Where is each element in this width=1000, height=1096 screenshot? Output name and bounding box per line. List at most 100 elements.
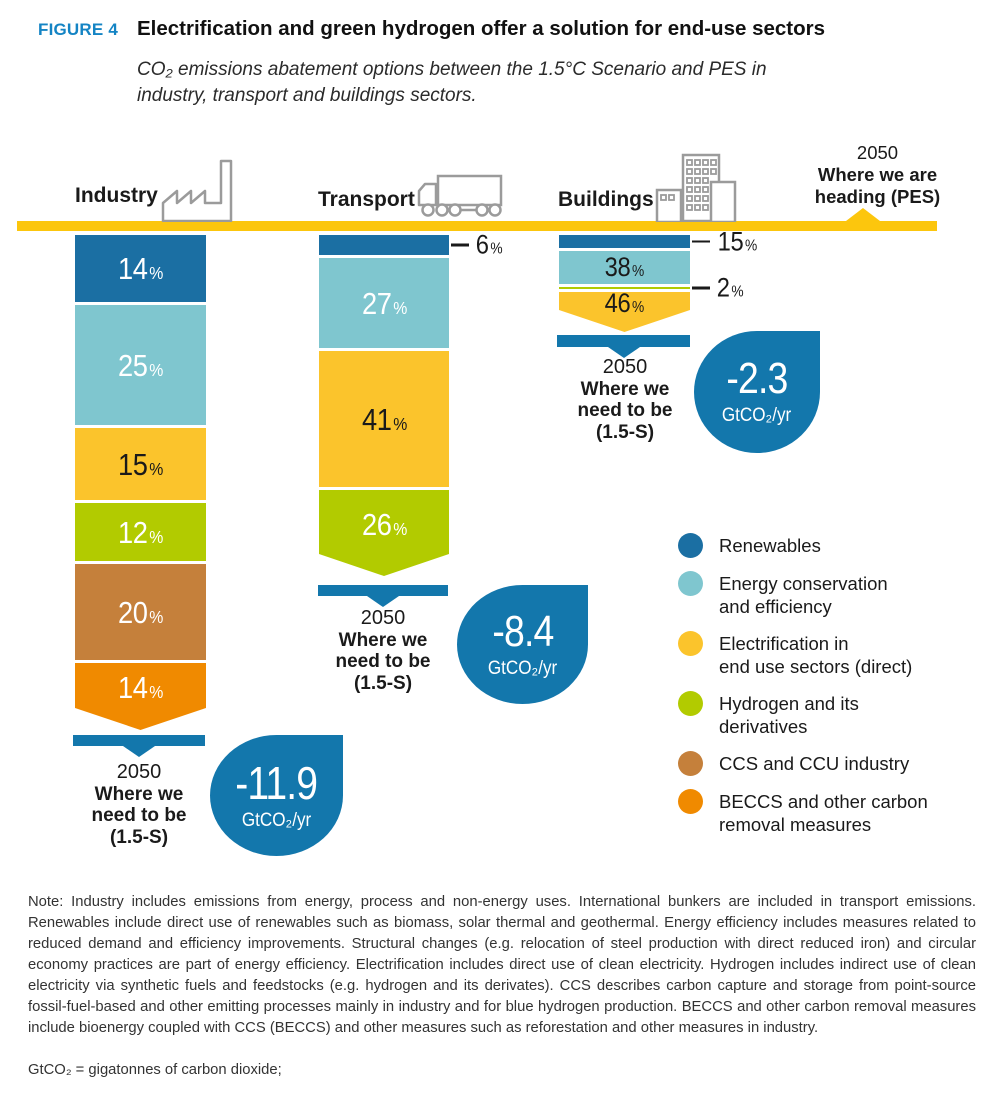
pes-line2: heading (PES) xyxy=(814,186,941,207)
reduction-droplet-transport: -8.4 GtCO₂/yr xyxy=(457,585,588,704)
target-line3: (1.5-S) xyxy=(109,826,169,848)
segment-value-label: 38% xyxy=(604,252,645,282)
legend-label: Hydrogen and its derivatives xyxy=(719,693,859,737)
segment-value-label: 25% xyxy=(118,347,163,383)
reduction-value: -2.3 xyxy=(726,354,788,403)
target-text-industry: 2050 Where we need to be (1.5-S) xyxy=(54,761,224,848)
pes-baseline xyxy=(17,221,937,231)
legend-item: Energy conservation and efficiency xyxy=(678,571,928,618)
bar-segment: 14% xyxy=(75,663,206,730)
segment-value-label: 46% xyxy=(604,287,645,318)
footnote-text: GtCO₂ = gigatonnes of carbon dioxide; xyxy=(28,1062,282,1078)
segment-value-label: 14% xyxy=(118,251,163,286)
target-year: 2050 xyxy=(360,607,406,629)
stacked-bar-buildings: 15% 38% 2% 46% xyxy=(559,228,757,332)
target-line2: need to be xyxy=(91,805,187,826)
tick-dash xyxy=(451,243,469,247)
segment-value-label: 6% xyxy=(449,231,504,259)
bar-segment: 26% xyxy=(319,490,449,576)
reduction-value: -11.9 xyxy=(235,756,319,809)
marker-notch-icon xyxy=(123,746,155,757)
segment-value-label: 20% xyxy=(118,594,163,630)
legend-item: BECCS and other carbon removal measures xyxy=(678,789,928,836)
pes-year: 2050 xyxy=(856,142,899,163)
bar-segment: 14% xyxy=(75,235,206,302)
heading-pes-label: 2050 Where we are heading (PES) xyxy=(785,142,970,208)
truck-icon xyxy=(415,172,505,222)
factory-icon xyxy=(160,158,235,222)
segment-value-label: 41% xyxy=(361,401,407,437)
segment-value-label: 26% xyxy=(361,506,407,542)
bar-segment: 15% xyxy=(559,228,757,255)
target-marker-transport xyxy=(318,585,448,607)
legend-color-dot xyxy=(678,751,703,776)
buildings-icon xyxy=(655,152,737,222)
tick-dash xyxy=(692,286,710,290)
legend-label: Electrification in end use sectors (direc… xyxy=(719,633,913,677)
legend-item: CCS and CCU industry xyxy=(678,751,928,776)
legend-color-dot xyxy=(678,691,703,716)
reduction-value: -8.4 xyxy=(491,606,554,656)
target-line2: need to be xyxy=(335,651,431,672)
marker-notch-icon xyxy=(367,596,399,607)
legend-label: Energy conservation and efficiency xyxy=(719,573,888,617)
reduction-droplet-industry: -11.9 GtCO₂/yr xyxy=(210,735,343,856)
sector-label-transport: Transport xyxy=(318,188,415,211)
bar-segment: 6% xyxy=(319,231,503,258)
bar-segment: 12% xyxy=(75,503,206,561)
bar-segment: 15% xyxy=(75,428,206,500)
figure-subtitle: CO₂ emissions abatement options between … xyxy=(137,59,767,106)
pes-arrow-icon xyxy=(846,208,880,221)
bar-segment: 38% xyxy=(559,251,690,284)
target-text-buildings: 2050 Where we need to be (1.5-S) xyxy=(540,356,710,443)
bar-segment: 2% xyxy=(559,274,744,301)
tick-dash xyxy=(692,240,710,243)
segment-value-label: 2% xyxy=(690,274,745,302)
pes-line1: Where we are xyxy=(817,164,938,185)
target-text-transport: 2050 Where we need to be (1.5-S) xyxy=(298,607,468,694)
reduction-unit: GtCO₂/yr xyxy=(487,657,558,679)
legend-color-dot xyxy=(678,789,703,814)
reduction-unit: GtCO₂/yr xyxy=(241,809,312,831)
legend: Renewables Energy conservation and efficie… xyxy=(678,533,928,836)
legend-color-dot xyxy=(678,533,703,558)
target-line1: Where we xyxy=(338,629,428,651)
legend-item: Hydrogen and its derivatives xyxy=(678,691,928,738)
reduction-unit: GtCO₂/yr xyxy=(722,405,792,426)
legend-color-dot xyxy=(678,571,703,596)
sector-label-buildings: Buildings xyxy=(558,188,654,211)
stacked-bar-industry: 14% 25% 15% 12% 20% 14% xyxy=(75,235,206,730)
segment-value-label: 14% xyxy=(118,670,163,705)
target-line2: need to be xyxy=(577,400,673,421)
stacked-bar-transport: 6% 27% 41% 26% xyxy=(319,231,503,576)
legend-label: CCS and CCU industry xyxy=(719,753,910,774)
bar-segment: 27% xyxy=(319,258,449,348)
legend-color-dot xyxy=(678,631,703,656)
target-line3: (1.5-S) xyxy=(595,421,655,443)
legend-item: Electrification in end use sectors (direc… xyxy=(678,631,928,678)
figure-tag: FIGURE 4 xyxy=(38,20,119,39)
segment-value-label: 15% xyxy=(690,228,759,255)
note-text: Note: Industry includes emissions from e… xyxy=(28,894,976,1036)
bar-segment: 46% xyxy=(559,292,690,332)
segment-value-label: 15% xyxy=(118,446,163,482)
bar-segment: 41% xyxy=(319,351,449,487)
reduction-droplet-buildings: -2.3 GtCO₂/yr xyxy=(694,331,820,453)
target-line1: Where we xyxy=(580,378,670,400)
bar-segment: 20% xyxy=(75,564,206,660)
legend-label: Renewables xyxy=(719,535,821,556)
target-line1: Where we xyxy=(94,783,184,805)
target-marker-buildings xyxy=(557,335,690,358)
segment-value-label: 27% xyxy=(361,285,407,321)
target-year: 2050 xyxy=(602,356,648,378)
legend-label: BECCS and other carbon removal measures xyxy=(719,791,928,835)
figure-title: Electrification and green hydrogen offer… xyxy=(137,17,826,40)
target-line3: (1.5-S) xyxy=(353,672,413,694)
sector-label-industry: Industry xyxy=(75,184,158,207)
target-marker-industry xyxy=(73,735,205,757)
legend-item: Renewables xyxy=(678,533,928,558)
target-year: 2050 xyxy=(116,761,162,783)
marker-notch-icon xyxy=(607,347,640,358)
